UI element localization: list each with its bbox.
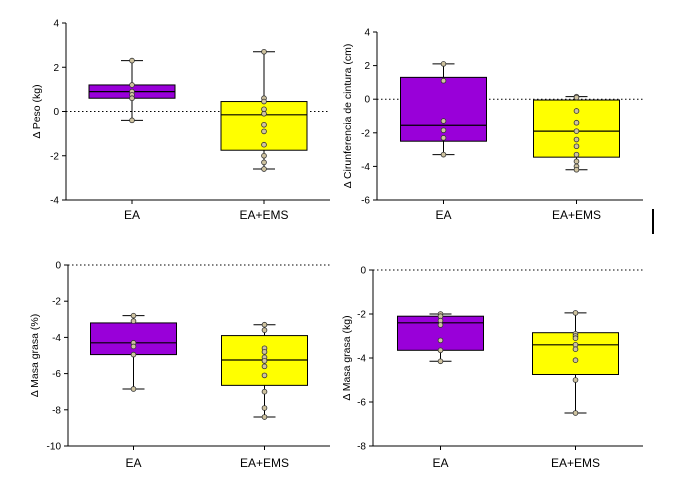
category-label: EA [435, 208, 451, 222]
y-tick-label: -4 [50, 196, 59, 207]
data-point [437, 322, 444, 328]
category-label: EA [124, 208, 140, 222]
data-point [261, 128, 267, 135]
y-tick-label: 0 [55, 261, 61, 272]
y-tick-label: -2 [361, 128, 370, 139]
y-axis-title: Δ Cirunferencia de cintura (cm) [342, 44, 354, 189]
data-point [572, 377, 579, 383]
y-tick-label: 4 [53, 19, 59, 30]
data-point [129, 82, 135, 88]
category-label: EA+EMS [239, 208, 288, 222]
data-point [261, 166, 267, 172]
data-point [573, 143, 580, 150]
data-point [261, 110, 267, 117]
data-point [573, 151, 580, 158]
y-tick-label: 4 [364, 28, 370, 39]
data-point [437, 347, 444, 354]
data-point [130, 386, 137, 392]
data-point [130, 343, 137, 350]
chart-panel-2: -6 -4 -2 0 2 4 EA EA+EMS Δ Cirunferencia de cint… [342, 28, 643, 222]
data-point [261, 321, 268, 328]
data-point [261, 372, 268, 379]
y-tick-label: -2 [357, 310, 366, 321]
data-point [261, 405, 268, 411]
y-tick-label: -6 [357, 398, 366, 409]
y-tick-label: -8 [357, 442, 366, 453]
data-point [573, 128, 580, 134]
y-tick-label: 0 [360, 266, 366, 277]
data-point [572, 335, 579, 342]
y-axis-title: Δ Peso (kg) [31, 84, 43, 138]
chart-panel-3: -10 -8 -6 -4 -2 0 EA EA+EMS Δ Masa grasa (%) [29, 261, 330, 470]
data-point [440, 127, 447, 134]
y-tick-label: -4 [357, 354, 366, 365]
data-point [261, 349, 268, 355]
data-point [261, 363, 268, 370]
y-tick-label: 2 [53, 63, 59, 74]
data-point [572, 310, 579, 316]
data-point [261, 98, 267, 105]
data-point [572, 410, 579, 416]
data-point [437, 358, 444, 365]
y-tick-label: -2 [50, 151, 59, 162]
data-point [440, 151, 447, 158]
data-point [261, 48, 267, 55]
data-point [261, 358, 268, 364]
y-tick-label: -4 [361, 162, 370, 173]
category-label: EA+EMS [240, 456, 289, 470]
data-point [261, 159, 267, 166]
data-point [130, 318, 137, 324]
data-point [573, 158, 580, 165]
data-point [573, 119, 580, 126]
data-point [130, 312, 137, 319]
y-tick-label: -10 [47, 442, 62, 453]
y-tick-label: 2 [364, 61, 370, 72]
data-point [573, 94, 580, 101]
data-point [129, 117, 135, 124]
box-ea [90, 322, 177, 356]
y-tick-label: -4 [52, 333, 61, 344]
data-point [440, 135, 447, 141]
y-tick-label: 0 [53, 107, 59, 118]
category-label: EA [432, 456, 448, 470]
data-point [440, 118, 447, 124]
y-tick-label: -6 [361, 196, 370, 207]
data-point [572, 346, 579, 353]
scale-bar [652, 209, 654, 234]
y-axis-title: Δ Masa grasa (kg) [341, 315, 353, 400]
data-point [437, 337, 444, 344]
data-point [440, 77, 447, 84]
data-point [129, 57, 135, 64]
category-label: EA [125, 456, 141, 470]
data-point [573, 136, 580, 143]
data-point [261, 141, 267, 148]
data-point [261, 388, 268, 395]
data-point [130, 351, 137, 358]
data-point [261, 152, 267, 159]
category-label: EA+EMS [552, 208, 601, 222]
data-point [573, 108, 580, 114]
y-tick-label: -6 [52, 369, 61, 380]
y-tick-label: -8 [52, 405, 61, 416]
category-label: EA+EMS [551, 456, 600, 470]
y-axis-title: Δ Masa grasa (%) [29, 314, 41, 397]
data-point [440, 61, 447, 67]
y-tick-label: 0 [364, 95, 370, 106]
data-point [572, 357, 579, 364]
y-tick-label: -2 [52, 297, 61, 308]
data-point [129, 95, 135, 102]
data-point [261, 121, 267, 128]
chart-panel-1: -4 -2 0 2 4 EA EA+EMS Δ Peso (kg) [31, 19, 330, 222]
data-point [261, 414, 268, 420]
data-point [573, 166, 580, 173]
chart-panel-4: -8 -6 -4 -2 0 EA EA+EMS Δ Masa grasa (kg) [341, 266, 643, 470]
data-point [261, 327, 268, 333]
